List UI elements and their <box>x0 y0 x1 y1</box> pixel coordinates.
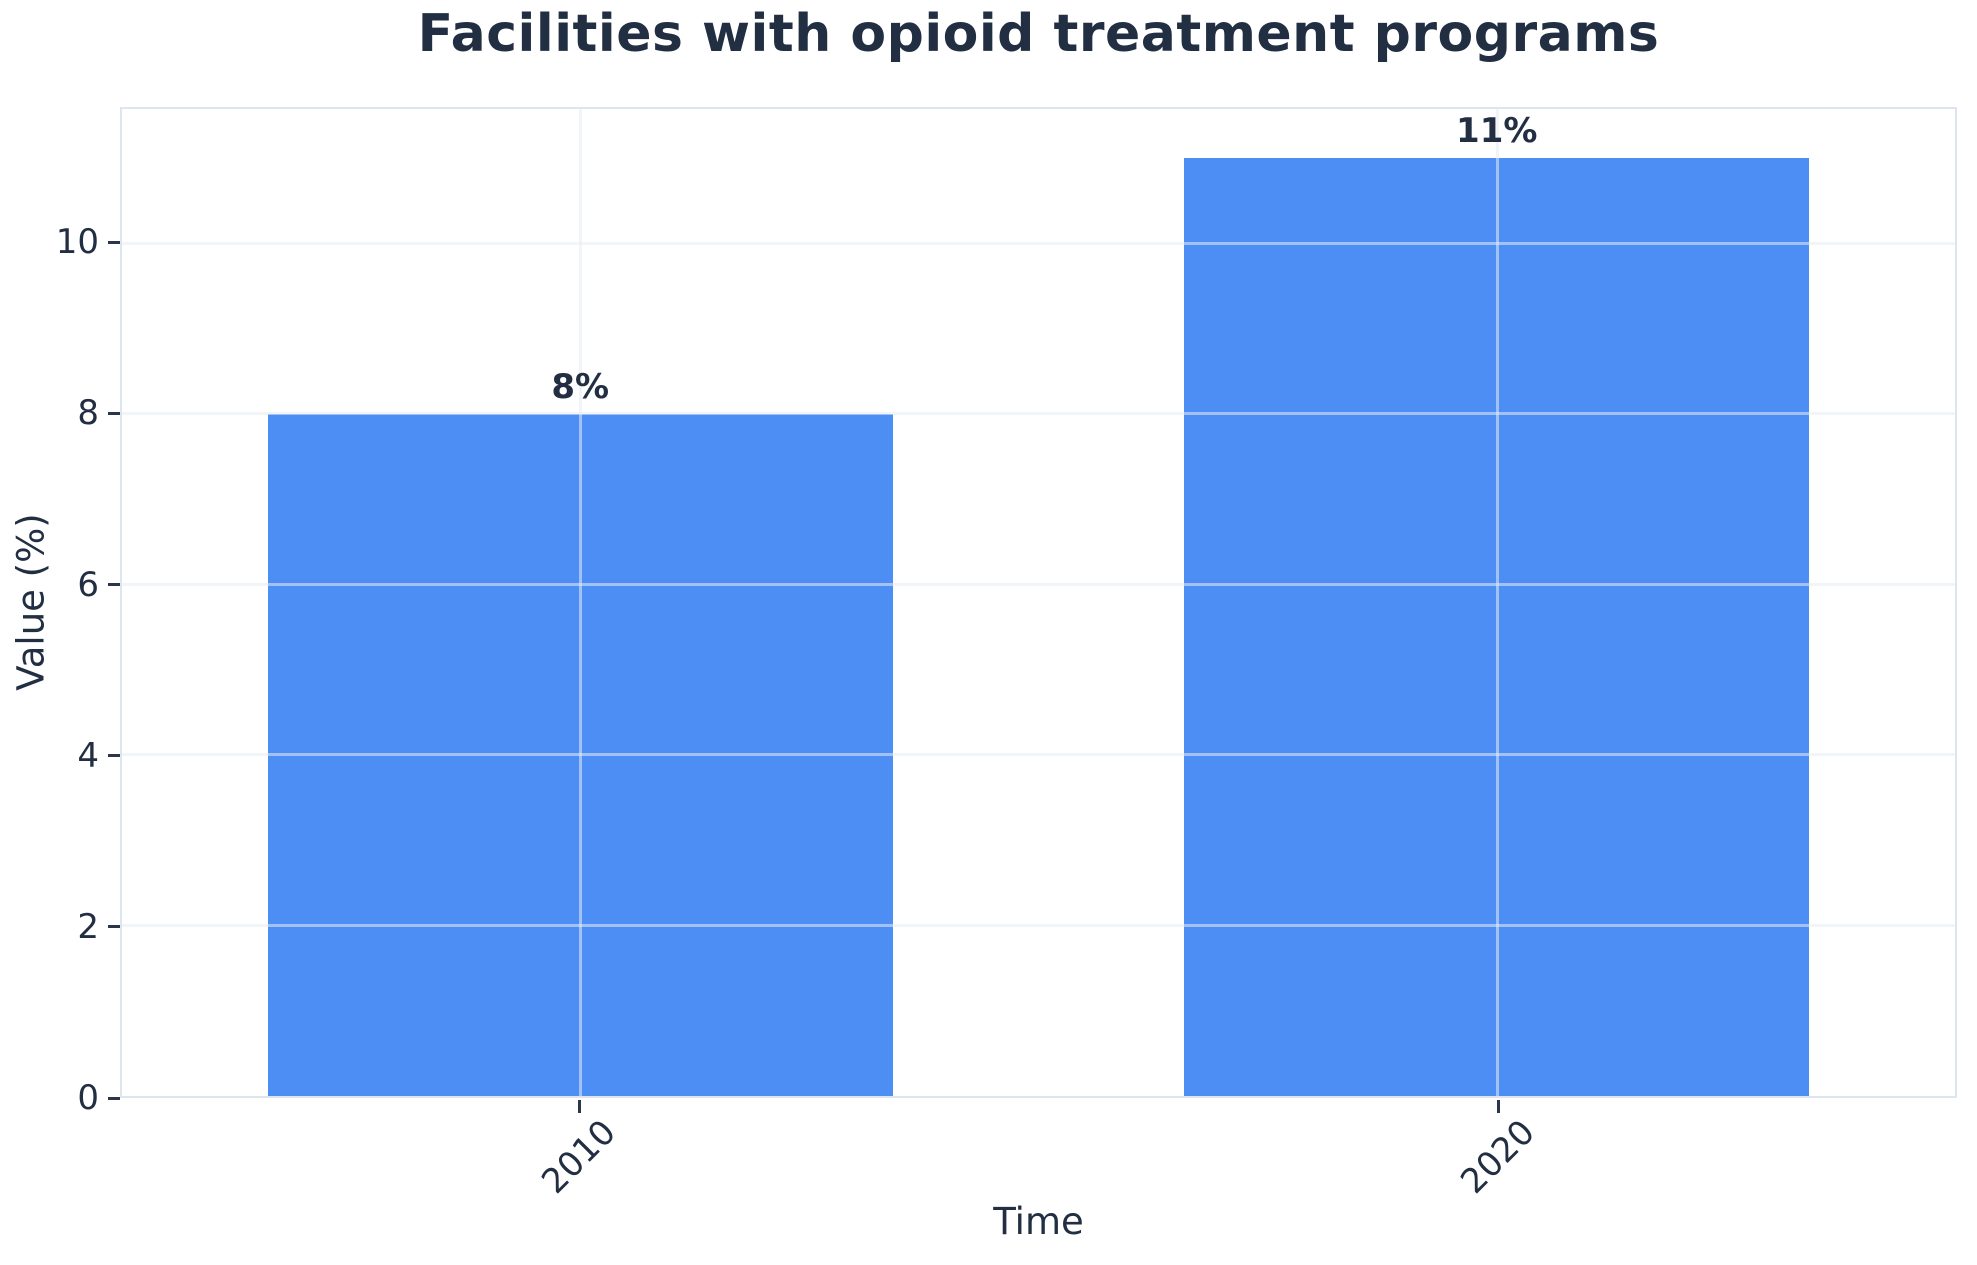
y-tick-mark <box>108 411 120 415</box>
y-tick-label: 4 <box>77 735 99 776</box>
v-gridline <box>579 109 583 1096</box>
y-tick: 4 <box>77 739 120 773</box>
y-tick: 2 <box>77 910 120 944</box>
x-axis-ticks: 2010 2020 <box>120 1098 1957 1228</box>
x-tick-mark <box>578 1100 582 1113</box>
x-tick-label: 2010 <box>534 1112 624 1202</box>
y-tick: 10 <box>56 225 120 259</box>
y-tick-mark <box>108 925 120 929</box>
y-tick-mark <box>108 1096 120 1100</box>
plot-area: 8% 11% <box>120 107 1957 1098</box>
h-gridline <box>122 241 1955 245</box>
y-tick-label: 6 <box>77 564 99 605</box>
h-gridline <box>122 412 1955 416</box>
y-tick-label: 8 <box>77 393 99 434</box>
y-tick-mark <box>108 240 120 244</box>
x-tick-label: 2020 <box>1453 1112 1543 1202</box>
y-tick: 8 <box>77 396 120 430</box>
gridlines-layer <box>122 109 1955 1096</box>
y-tick-label: 10 <box>55 222 99 263</box>
y-tick-mark <box>108 754 120 758</box>
y-tick: 6 <box>77 568 120 602</box>
x-tick-mark <box>1496 1100 1500 1113</box>
y-tick-mark <box>108 583 120 587</box>
v-gridline <box>1495 109 1499 1096</box>
y-tick-label: 0 <box>77 1078 99 1118</box>
h-gridline <box>122 582 1955 586</box>
y-axis-ticks: 0 2 4 6 8 10 <box>0 107 120 1115</box>
y-tick-label: 2 <box>77 906 99 947</box>
bar-value-label: 8% <box>551 367 610 408</box>
chart-title: Facilities with opioid treatment program… <box>417 4 1660 64</box>
value-labels-layer: 8% 11% <box>122 109 1955 1096</box>
h-gridline <box>122 753 1955 757</box>
bar-value-label: 11% <box>1456 111 1538 152</box>
y-tick: 0 <box>77 1081 120 1115</box>
x-axis-label: Time <box>993 1200 1084 1243</box>
h-gridline <box>122 923 1955 927</box>
